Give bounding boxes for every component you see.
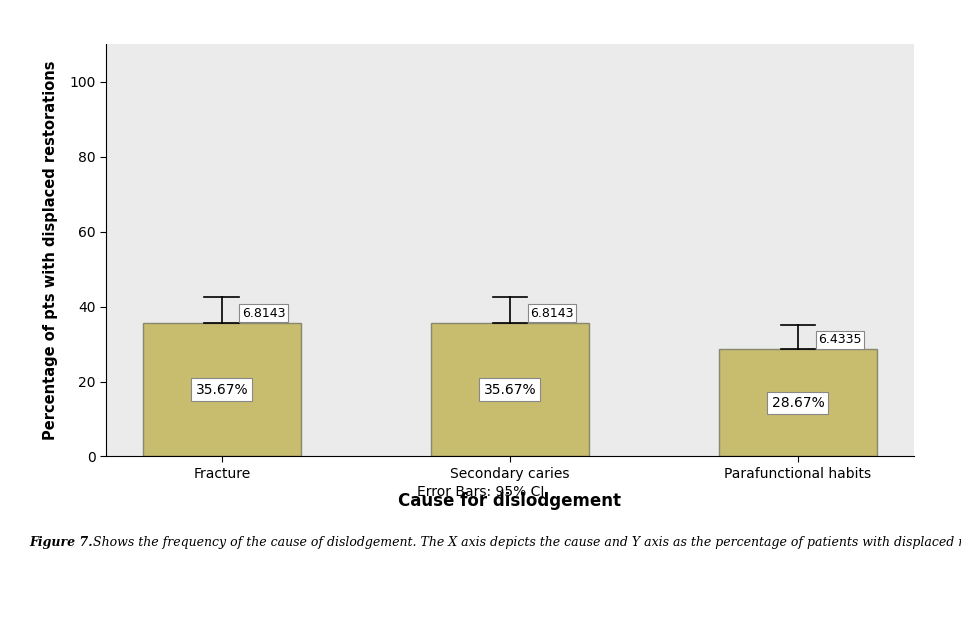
Text: 35.67%: 35.67% [483,383,535,397]
Text: 28.67%: 28.67% [771,396,824,410]
Bar [431,323,588,456]
Text: 35.67%: 35.67% [195,383,248,397]
X-axis label: Cause for dislodgement: Cause for dislodgement [398,492,621,510]
Text: 6.4335: 6.4335 [817,333,861,346]
Text: 6.8143: 6.8143 [241,307,285,320]
Bar [718,349,876,456]
Text: Shows the frequency of the cause of dislodgement. The X axis depicts the cause a: Shows the frequency of the cause of disl… [89,536,961,549]
Text: 6.8143: 6.8143 [530,307,573,320]
Y-axis label: Percentage of pts with displaced restorations: Percentage of pts with displaced restora… [43,61,58,440]
Bar [142,323,301,456]
Text: Figure 7.: Figure 7. [29,536,92,549]
Text: Error Bars: 95% CI: Error Bars: 95% CI [417,485,544,499]
